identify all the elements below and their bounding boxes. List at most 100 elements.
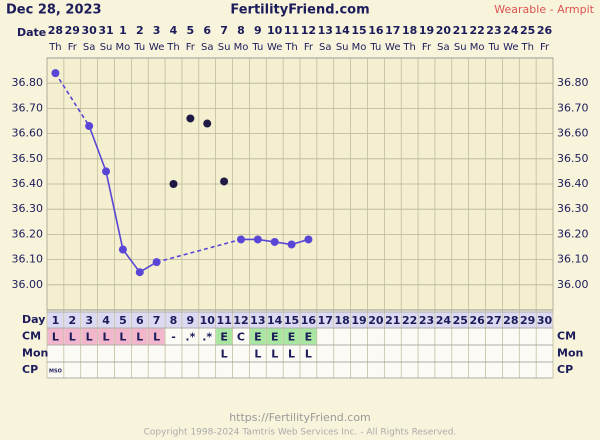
table-cell (182, 328, 199, 345)
cell-text: 27 (486, 314, 501, 327)
temp-segment (54, 72, 90, 127)
table-cell (165, 312, 182, 328)
cell-text: L (271, 348, 278, 361)
table-cell (114, 312, 131, 328)
table-cell (536, 312, 553, 328)
table-cell (47, 328, 64, 345)
date-label: 25 (520, 24, 535, 37)
table-cell (435, 328, 452, 345)
date-label: 9 (254, 24, 262, 37)
date-label: 16 (368, 24, 384, 37)
date-label: 12 (301, 24, 316, 37)
cell-text: .* (185, 331, 195, 344)
cell-text: 6 (136, 314, 144, 327)
table-cell (283, 362, 300, 378)
y-tick-label: 36.00 (12, 278, 44, 291)
date-label: 19 (419, 24, 434, 37)
table-cell (216, 362, 233, 378)
table-cell (98, 328, 114, 345)
table-cell (131, 362, 148, 378)
temp-point (186, 114, 195, 123)
date-label: 17 (385, 24, 400, 37)
cell-text: 10 (200, 314, 216, 327)
cell-text: L (136, 331, 143, 344)
table-cell (300, 328, 317, 345)
table-cell (384, 362, 401, 378)
weekday-label: Mo (116, 42, 131, 53)
table-cell (418, 345, 435, 362)
temp-point (118, 245, 127, 254)
weekday-label: Th (520, 42, 533, 53)
date-label: 1 (119, 24, 127, 37)
table-cell (536, 362, 553, 378)
row-label-right: Mon (557, 347, 583, 360)
table-cell (233, 312, 249, 328)
y-tick-label: 36.40 (12, 177, 44, 190)
cell-text: 8 (170, 314, 178, 327)
cell-text: - (171, 331, 176, 344)
table-cell (199, 345, 216, 362)
table-cell (98, 345, 114, 362)
table-cell (334, 345, 351, 362)
table-cell (384, 312, 401, 328)
table-cell (351, 328, 367, 345)
y-tick-label-right: 36.20 (557, 227, 589, 240)
temp-point (253, 235, 262, 244)
footer-copyright: Copyright 1998-2024 Tamtris Web Services… (144, 428, 457, 438)
table-cell (114, 345, 131, 362)
cell-text: E (305, 331, 313, 344)
table-cell (384, 345, 401, 362)
y-tick-label-right: 36.60 (557, 127, 589, 140)
table-cell (300, 312, 317, 328)
table-cell (351, 362, 367, 378)
cell-text: 28 (503, 314, 518, 327)
weekday-label: Sa (83, 42, 95, 53)
site-title: FertilityFriend.com (230, 3, 369, 18)
table-cell (384, 328, 401, 345)
cell-text: 18 (335, 314, 350, 327)
table-cell (469, 328, 486, 345)
cell-text: L (221, 348, 228, 361)
weekday-label: Su (100, 42, 113, 53)
table-cell (502, 362, 519, 378)
table-cell (199, 312, 216, 328)
y-tick-label: 36.50 (12, 152, 44, 165)
cell-text: 17 (318, 314, 333, 327)
table-cell (81, 328, 98, 345)
table-cell (64, 362, 81, 378)
table-cell (64, 345, 81, 362)
y-tick-label-right: 36.70 (557, 101, 589, 114)
table-cell (131, 312, 148, 328)
table-cell (233, 345, 249, 362)
cell-text: 12 (233, 314, 248, 327)
weekday-label: Mo (352, 42, 367, 53)
cell-text: L (119, 331, 126, 344)
temp-segment (156, 238, 242, 263)
table-cell (418, 312, 435, 328)
date-label: 15 (351, 24, 366, 37)
table-cell (81, 312, 98, 328)
table-cell (351, 345, 367, 362)
table-cell (502, 345, 519, 362)
y-tick-label: 36.80 (12, 76, 44, 89)
table-cell (148, 312, 165, 328)
table-cell (502, 328, 519, 345)
row-label-right: CM (557, 330, 576, 343)
table-cell (401, 362, 418, 378)
temp-segment (105, 171, 124, 250)
table-cell (334, 312, 351, 328)
temp-point (203, 119, 212, 128)
cell-text: 4 (102, 314, 110, 327)
cell-text: L (254, 348, 261, 361)
weekday-label: We (267, 42, 282, 53)
weekday-label: Fr (68, 42, 78, 53)
row-label: CP (22, 363, 38, 376)
table-cell (266, 345, 283, 362)
table-cell (435, 345, 452, 362)
table-cell (300, 362, 317, 378)
table-cell (216, 312, 233, 328)
table-cell (249, 328, 266, 345)
weekday-label: Su (336, 42, 349, 53)
table-cell (367, 362, 384, 378)
